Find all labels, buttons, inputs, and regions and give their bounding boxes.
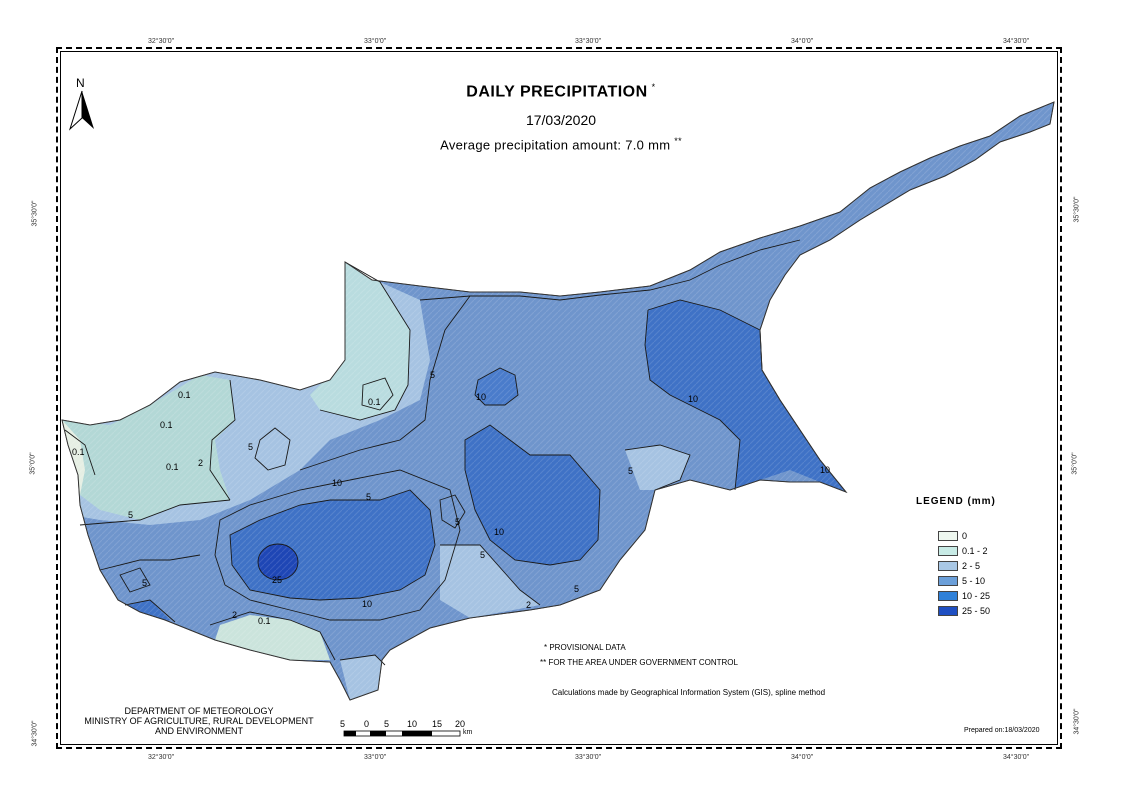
map-date: 17/03/2020 bbox=[525, 112, 597, 128]
average-mark: ** bbox=[674, 136, 682, 146]
contour-label: 5 bbox=[455, 517, 460, 527]
svg-text:N: N bbox=[76, 76, 85, 90]
prepared-date: Prepared on:18/03/2020 bbox=[964, 727, 1040, 734]
contour-lines bbox=[64, 239, 847, 666]
coord-bottom-1: 32°30'0" bbox=[148, 754, 175, 761]
scale-tick: 0 bbox=[364, 719, 370, 729]
contour-label-group: 0.1 0.1 0.1 2 5 5 5 5 5 5 5 10 10 10 10 … bbox=[72, 370, 830, 626]
scale-tick: 10 bbox=[407, 719, 418, 729]
legend-item: 10 - 25 bbox=[938, 590, 990, 601]
legend-swatch bbox=[938, 530, 958, 541]
contour-label: 10 bbox=[688, 394, 698, 404]
contour-label: 5 bbox=[430, 370, 435, 380]
scale-unit: km bbox=[463, 729, 473, 736]
legend-swatch bbox=[938, 605, 958, 616]
map-frame bbox=[56, 47, 1062, 749]
legend-item: 0.1 - 2 bbox=[938, 545, 988, 556]
legend-item: 25 - 50 bbox=[938, 605, 990, 616]
north-arrow-icon: N bbox=[68, 76, 94, 131]
legend-swatch bbox=[938, 545, 958, 556]
map-frame-inner bbox=[60, 51, 1058, 745]
contour-label: 5 bbox=[574, 584, 579, 594]
legend-item: 0 bbox=[938, 530, 967, 541]
legend-swatch bbox=[938, 560, 958, 571]
contour-label: 0.1 bbox=[368, 397, 381, 407]
scale-bar bbox=[343, 730, 461, 737]
scale-tick: 20 bbox=[455, 719, 466, 729]
coord-top-4: 34°0'0" bbox=[791, 38, 814, 45]
legend-swatch bbox=[938, 590, 958, 601]
scale-tick: 5 bbox=[340, 719, 346, 729]
coord-bottom-3: 33°30'0" bbox=[575, 754, 602, 761]
provisional-note: * PROVISIONAL DATA bbox=[544, 643, 626, 652]
legend-swatch bbox=[938, 575, 958, 586]
title-mark: * bbox=[651, 82, 656, 92]
scale-tick: 15 bbox=[432, 719, 443, 729]
contour-label: 5 bbox=[128, 510, 133, 520]
map-title: DAILY PRECIPITATION * bbox=[466, 82, 656, 101]
contour-label: 5 bbox=[480, 550, 485, 560]
contour-label: 2 bbox=[198, 458, 203, 468]
coord-top-5: 34°30'0" bbox=[1003, 38, 1030, 45]
contour-label: 0.1 bbox=[166, 462, 179, 472]
contour-label: 10 bbox=[494, 527, 504, 537]
department-block: DEPARTMENT OF METEOROLOGY MINISTRY OF AG… bbox=[84, 706, 314, 736]
legend-item: 5 - 10 bbox=[938, 575, 985, 586]
calculations-note: Calculations made by Geographical Inform… bbox=[552, 688, 826, 697]
contour-label: 0.1 bbox=[160, 420, 173, 430]
legend-title: LEGEND (mm) bbox=[916, 496, 996, 507]
contour-label: 5 bbox=[628, 466, 633, 476]
contour-label: 10 bbox=[362, 599, 372, 609]
contour-label: 5 bbox=[366, 492, 371, 502]
contour-label: 0.1 bbox=[72, 447, 85, 457]
contour-label: 10 bbox=[332, 478, 342, 488]
scale-tick: 5 bbox=[384, 719, 390, 729]
coord-bottom-5: 34°30'0" bbox=[1003, 754, 1030, 761]
coord-top-2: 33°0'0" bbox=[364, 38, 387, 45]
coord-top-1: 32°30'0" bbox=[148, 38, 175, 45]
contour-label: 2 bbox=[526, 600, 531, 610]
contour-label: 25 bbox=[272, 575, 282, 585]
government-note: ** FOR THE AREA UNDER GOVERNMENT CONTROL bbox=[540, 658, 738, 667]
contour-label: 5 bbox=[142, 578, 147, 588]
coord-top-3: 33°30'0" bbox=[575, 38, 602, 45]
contour-label: 10 bbox=[476, 392, 486, 402]
contour-label: 2 bbox=[232, 610, 237, 620]
contour-label: 0.1 bbox=[258, 616, 271, 626]
average-precipitation: Average precipitation amount: 7.0 mm ** bbox=[440, 136, 682, 153]
contour-label: 5 bbox=[248, 442, 253, 452]
coord-bottom-4: 34°0'0" bbox=[791, 754, 814, 761]
coord-bottom-2: 33°0'0" bbox=[364, 754, 387, 761]
legend-item: 2 - 5 bbox=[938, 560, 980, 571]
contour-label: 10 bbox=[820, 465, 830, 475]
contour-label: 0.1 bbox=[178, 390, 191, 400]
